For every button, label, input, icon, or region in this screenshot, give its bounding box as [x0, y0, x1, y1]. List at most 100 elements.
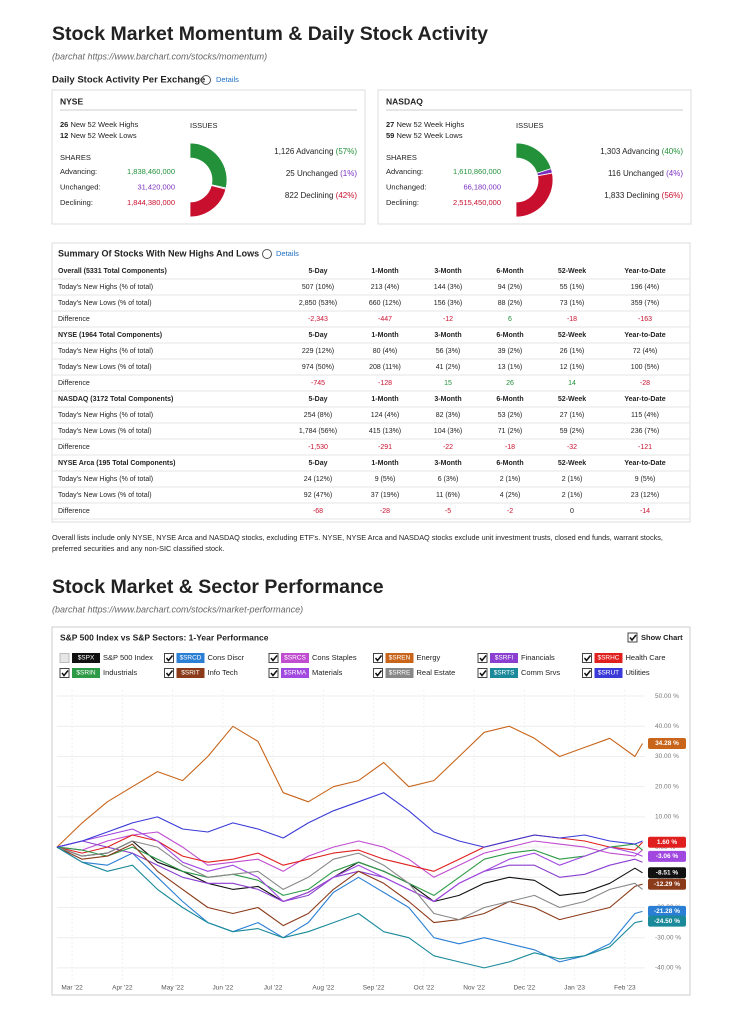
series-line	[56, 846, 643, 963]
legend-checkbox[interactable]	[373, 668, 383, 678]
help-icon[interactable]	[262, 249, 272, 259]
table-cell: 27 (1%)	[560, 412, 585, 419]
table-cell: 41 (2%)	[436, 364, 461, 371]
table-cell: -5	[445, 508, 451, 515]
name: Advancing	[296, 147, 333, 156]
table-cell: 1-Month	[371, 332, 398, 339]
legend-checkbox[interactable]	[477, 653, 488, 663]
donut-segment	[515, 142, 552, 174]
legend-checkbox[interactable]	[59, 668, 70, 678]
table-cell: 88 (2%)	[498, 300, 523, 307]
chart-box	[51, 626, 691, 996]
row-label: NASDAQ (3172 Total Components)	[58, 396, 173, 403]
pct: (57%)	[336, 147, 358, 156]
table-cell: 52-Week	[558, 268, 586, 275]
table-cell: 254 (8%)	[304, 412, 332, 419]
exchange-name: NASDAQ	[386, 96, 423, 106]
legend-name: Comm Srvs	[521, 668, 560, 677]
pct: (4%)	[666, 169, 683, 178]
legend-checkbox[interactable]	[268, 653, 279, 663]
table-cell: -1,530	[308, 444, 328, 451]
series-line	[56, 843, 643, 927]
table-cell: 6-Month	[496, 460, 523, 467]
table-cell: 5-Day	[308, 268, 327, 275]
table-cell: 3-Month	[434, 460, 461, 467]
new-lows: 12 New 52 Week Lows	[60, 131, 137, 140]
pct: (40%)	[662, 147, 684, 156]
legend-checkbox[interactable]	[373, 653, 383, 663]
pct: (42%)	[336, 191, 358, 200]
table-cell: 9 (5%)	[375, 476, 396, 483]
table-cell: 2 (1%)	[500, 476, 521, 483]
table-cell: -447	[378, 316, 392, 323]
show-chart-checkbox[interactable]	[627, 632, 638, 643]
legend-name: Industrials	[103, 668, 137, 677]
shares-row-value: 1,610,860,000	[453, 167, 501, 176]
shares-row-value: 1,838,460,000	[127, 167, 175, 176]
legend-symbol: $SREN	[389, 655, 411, 662]
count: 1,833	[604, 191, 625, 200]
table-cell: 13 (1%)	[498, 364, 523, 371]
help-icon[interactable]	[201, 75, 211, 85]
donut-segment	[515, 172, 554, 218]
shares-row-label: Advancing:	[60, 167, 97, 176]
table-cell: 3-Month	[434, 268, 461, 275]
table-cell: -745	[311, 380, 325, 387]
name: Unchanged	[297, 169, 338, 178]
legend-checkbox[interactable]	[477, 668, 488, 678]
legend-checkbox[interactable]	[164, 653, 174, 663]
legend-symbol: $SRUT	[598, 670, 619, 677]
table-cell: Year-to-Date	[624, 460, 665, 467]
table-cell: -22	[443, 444, 453, 451]
legend-name: S&P 500 Index	[103, 653, 153, 662]
issue-label: 1,833 Declining (56%)	[604, 191, 683, 200]
table-cell: -28	[380, 508, 390, 515]
table-cell: 59 (2%)	[560, 428, 585, 435]
legend-symbol-box	[594, 653, 623, 663]
row-label: Overall (5331 Total Components)	[58, 268, 167, 275]
check-mark	[270, 655, 278, 662]
table-cell: 11 (6%)	[436, 492, 460, 499]
table-cell: 144 (3%)	[434, 284, 462, 291]
table-cell: 73 (1%)	[560, 300, 585, 307]
row-label: Difference	[58, 316, 90, 323]
check-mark	[629, 634, 637, 642]
table-cell: 52-Week	[558, 460, 586, 467]
table-cell: 6-Month	[496, 396, 523, 403]
summary-box	[51, 242, 691, 523]
legend-checkbox[interactable]	[268, 668, 279, 678]
donut-segment	[189, 184, 227, 218]
legend-symbol: $SRMA	[284, 670, 307, 677]
shares-row-value: 2,515,450,000	[453, 198, 501, 207]
legend-symbol: $SRIN	[76, 670, 95, 677]
legend-symbol: $SRIT	[181, 670, 199, 677]
legend-symbol: $SRCD	[179, 655, 201, 662]
row-label: Today's New Lows (% of total)	[58, 428, 152, 435]
table-cell: 39 (2%)	[498, 348, 523, 355]
table-cell: 80 (4%)	[373, 348, 398, 355]
legend-name: Financials	[521, 653, 555, 662]
y-tick-label: 20.00 %	[655, 783, 679, 790]
details-link[interactable]: Details	[276, 249, 299, 258]
table-cell: -2,343	[308, 316, 328, 323]
x-tick-label: Aug '22	[312, 985, 334, 992]
label: New 52 Week Highs	[396, 120, 464, 129]
table-cell: 6	[508, 316, 512, 323]
table-cell: 2 (1%)	[562, 476, 583, 483]
legend-checkbox[interactable]	[59, 653, 70, 663]
shares-label: SHARES	[60, 153, 91, 162]
legend-checkbox[interactable]	[582, 653, 592, 663]
legend-symbol-box	[281, 668, 309, 678]
pct: (56%)	[662, 191, 684, 200]
table-cell: 92 (47%)	[304, 492, 332, 499]
check-mark	[61, 670, 69, 677]
legend-checkbox[interactable]	[164, 668, 174, 678]
x-tick-label: Jun '22	[212, 985, 233, 992]
legend-checkbox[interactable]	[582, 668, 592, 678]
new-highs: 27 New 52 Week Highs	[386, 120, 464, 129]
table-cell: 71 (2%)	[498, 428, 523, 435]
row-label: NYSE (1964 Total Components)	[58, 332, 162, 339]
details-link[interactable]: Details	[216, 75, 239, 84]
